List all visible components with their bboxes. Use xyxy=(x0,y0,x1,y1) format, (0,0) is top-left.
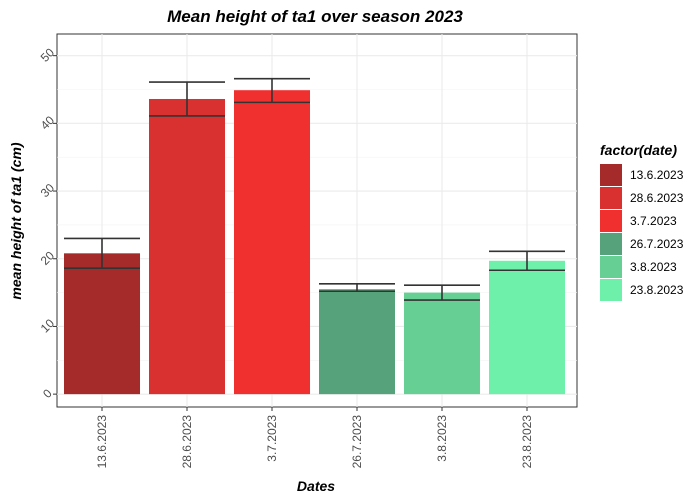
legend-label: 3.7.2023 xyxy=(630,214,677,228)
legend-key xyxy=(600,164,622,186)
legend-key xyxy=(600,233,622,255)
legend-label: 23.8.2023 xyxy=(630,283,684,297)
bar-26.7.2023 xyxy=(319,289,395,395)
y-tick-label: 40 xyxy=(38,113,58,133)
y-axis: 0 10 20 30 40 50 xyxy=(38,45,58,401)
y-tick-label: 20 xyxy=(38,248,58,268)
legend: factor(date) 13.6.2023 28.6.2023 3.7.2023 2… xyxy=(600,142,684,301)
legend-label: 13.6.2023 xyxy=(630,168,684,182)
x-tick-label: 3.7.2023 xyxy=(265,415,279,462)
x-axis: 13.6.2023 28.6.2023 3.7.2023 26.7.2023 3.8.2… xyxy=(95,407,534,468)
bar-28.6.2023 xyxy=(149,98,225,395)
error-bar-3.7.2023 xyxy=(234,77,310,104)
y-tick-label: 50 xyxy=(38,45,58,65)
legend-key xyxy=(600,210,622,232)
legend-label: 26.7.2023 xyxy=(630,237,684,251)
bars-group xyxy=(64,90,565,395)
x-tick-label: 23.8.2023 xyxy=(520,415,534,469)
x-tick-label: 13.6.2023 xyxy=(95,415,109,469)
error-bar-28.6.2023 xyxy=(149,81,225,117)
x-tick-label: 3.8.2023 xyxy=(435,415,449,462)
x-axis-title: Dates xyxy=(297,478,335,494)
bar-13.6.2023 xyxy=(64,253,140,395)
legend-label: 28.6.2023 xyxy=(630,191,684,205)
legend-title: factor(date) xyxy=(600,142,677,158)
bar-3.7.2023 xyxy=(234,90,310,395)
error-bars-group xyxy=(64,77,565,301)
legend-key xyxy=(600,187,622,209)
legend-key xyxy=(600,279,622,301)
x-tick-label: 28.6.2023 xyxy=(180,415,194,469)
bar-23.8.2023 xyxy=(489,260,565,395)
x-tick-label: 26.7.2023 xyxy=(350,415,364,469)
y-axis-title: mean height of ta1 (cm) xyxy=(8,142,24,299)
legend-label: 3.8.2023 xyxy=(630,260,677,274)
y-tick-label: 0 xyxy=(40,386,55,401)
bar-3.8.2023 xyxy=(404,292,480,395)
error-bar-23.8.2023 xyxy=(489,250,565,272)
chart-title: Mean height of ta1 over season 2023 xyxy=(167,7,463,26)
legend-key xyxy=(600,256,622,278)
error-bar-26.7.2023 xyxy=(319,282,395,293)
y-tick-label: 30 xyxy=(38,181,58,201)
y-tick-label: 10 xyxy=(38,316,58,336)
error-bar-13.6.2023 xyxy=(64,237,140,270)
error-bar-3.8.2023 xyxy=(404,284,480,301)
